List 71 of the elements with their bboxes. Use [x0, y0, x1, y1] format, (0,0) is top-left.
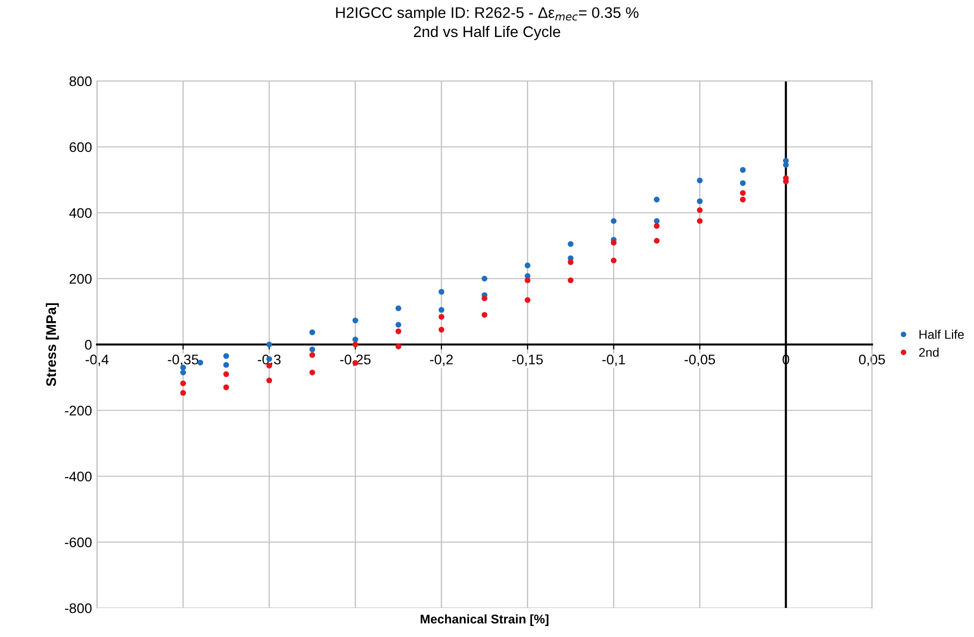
point: [309, 352, 316, 358]
x-tick-label: -0,1: [602, 354, 625, 366]
point: [438, 288, 444, 295]
x-tick-label: -0,05: [684, 354, 716, 366]
point: [223, 384, 230, 390]
point: [654, 223, 660, 229]
legend-label: Half Life: [920, 330, 964, 339]
point: [352, 336, 358, 342]
point: [740, 167, 746, 173]
point: [568, 241, 574, 247]
point: [696, 198, 703, 204]
point: [740, 180, 746, 186]
legend-label: 2nd: [919, 348, 939, 357]
point: [482, 312, 488, 318]
point: [610, 218, 617, 224]
point: [352, 342, 358, 348]
point: [610, 258, 617, 264]
point: [654, 218, 660, 224]
y-tick-label: -400: [64, 472, 92, 482]
point: [654, 238, 660, 244]
point: [610, 240, 617, 246]
point: [223, 353, 230, 359]
y-tick-label: 600: [70, 142, 92, 152]
point: [783, 162, 789, 168]
chart-subtitle: 2nd vs Half Life Cycle: [414, 26, 560, 40]
x-tick-label: -0,4: [86, 354, 109, 366]
point: [482, 295, 488, 302]
point: [438, 307, 444, 313]
point: [568, 259, 574, 266]
point: [309, 329, 316, 336]
point: [524, 277, 530, 284]
point: [223, 371, 230, 378]
point: [180, 370, 186, 376]
point: [396, 328, 402, 334]
point: [696, 218, 703, 224]
point: [266, 342, 272, 348]
y-tick-label: 400: [69, 208, 92, 218]
x-tick-label: -0,15: [512, 354, 543, 366]
point: [696, 207, 703, 214]
y-tick-label: 200: [70, 274, 92, 284]
point: [180, 390, 186, 396]
point: [524, 297, 530, 303]
point: [568, 277, 574, 284]
point: [266, 378, 272, 384]
point: [180, 380, 186, 386]
point: [396, 305, 402, 312]
y-tick-label: -800: [64, 603, 92, 614]
point: [482, 276, 488, 282]
y-tick-label: 800: [70, 76, 92, 86]
point: [309, 370, 316, 376]
y-tick-label: -200: [64, 406, 92, 416]
point: [396, 344, 402, 350]
y-tick-label: -600: [64, 537, 92, 548]
point: [309, 346, 316, 352]
x-axis-title: Mechanical Strain [%]: [420, 614, 548, 626]
y-axis-title: Stress [MPa]: [46, 303, 59, 386]
point: [524, 262, 530, 268]
point: [524, 273, 530, 279]
point: [352, 318, 358, 324]
point: [438, 314, 444, 320]
point: [740, 196, 746, 202]
chart-title: H2IGCC sample ID: R262-5 - Δε$_{mec}$= 0.35 %: [336, 6, 638, 22]
point: [396, 322, 402, 328]
point: [696, 178, 703, 184]
x-tick-label: -0,35: [168, 354, 198, 366]
y-tick-label: 0: [84, 340, 92, 350]
point: [740, 190, 746, 196]
point: [223, 362, 230, 368]
point: [654, 196, 660, 202]
point: [438, 326, 444, 333]
x-tick-label: -0,2: [430, 354, 453, 366]
